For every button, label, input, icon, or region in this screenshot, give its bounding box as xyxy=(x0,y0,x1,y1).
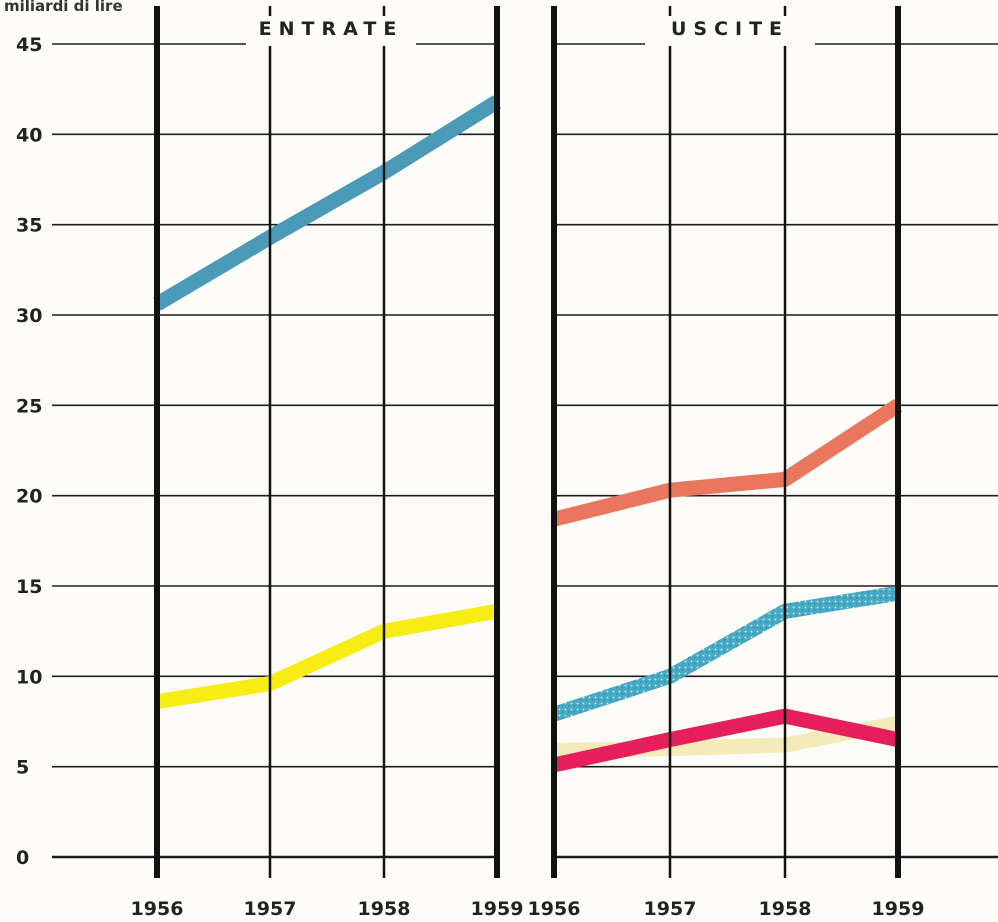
x-tick-label: 1956 xyxy=(131,898,184,920)
x-tick-label: 1957 xyxy=(244,898,297,920)
unit-label: miliardi di lire xyxy=(4,0,123,15)
panel-title: ENTRATE xyxy=(259,18,404,40)
x-tick-label: 1958 xyxy=(358,898,411,920)
y-tick-label: 45 xyxy=(16,34,42,56)
grid xyxy=(52,43,998,859)
y-tick-label: 35 xyxy=(16,215,42,237)
panel-title: USCITE xyxy=(671,18,789,40)
tick-labels: 0 5 10 15 20 25 30 35 40 45 ENTRATE USCITE 1956 1957 1… xyxy=(16,16,924,920)
x-tick-label: 1957 xyxy=(644,898,697,920)
series-line-panel1-1 xyxy=(153,95,501,311)
y-tick-label: 10 xyxy=(16,666,42,688)
x-tick-label: 1958 xyxy=(759,898,812,920)
series-line-panel2-2 xyxy=(551,585,900,722)
series-layer xyxy=(153,95,903,773)
series-line-panel2-4 xyxy=(552,708,900,773)
y-tick-label: 0 xyxy=(16,847,29,869)
x-tick-label: 1959 xyxy=(471,898,524,920)
y-tick-label: 40 xyxy=(16,124,42,146)
series-line-panel2-1 xyxy=(552,399,903,527)
y-tick-label: 15 xyxy=(16,576,42,598)
y-tick-label: 5 xyxy=(16,757,29,779)
y-tick-label: 30 xyxy=(16,305,42,327)
y-tick-label: 25 xyxy=(16,395,42,417)
axis-frame xyxy=(154,6,901,878)
panel-title-bg xyxy=(246,16,416,46)
x-tick-label: 1959 xyxy=(872,898,925,920)
panel-title-bg xyxy=(645,16,815,46)
series-line-panel1-2 xyxy=(155,603,499,710)
x-tick-label: 1956 xyxy=(528,898,581,920)
y-tick-label: 20 xyxy=(16,486,42,508)
